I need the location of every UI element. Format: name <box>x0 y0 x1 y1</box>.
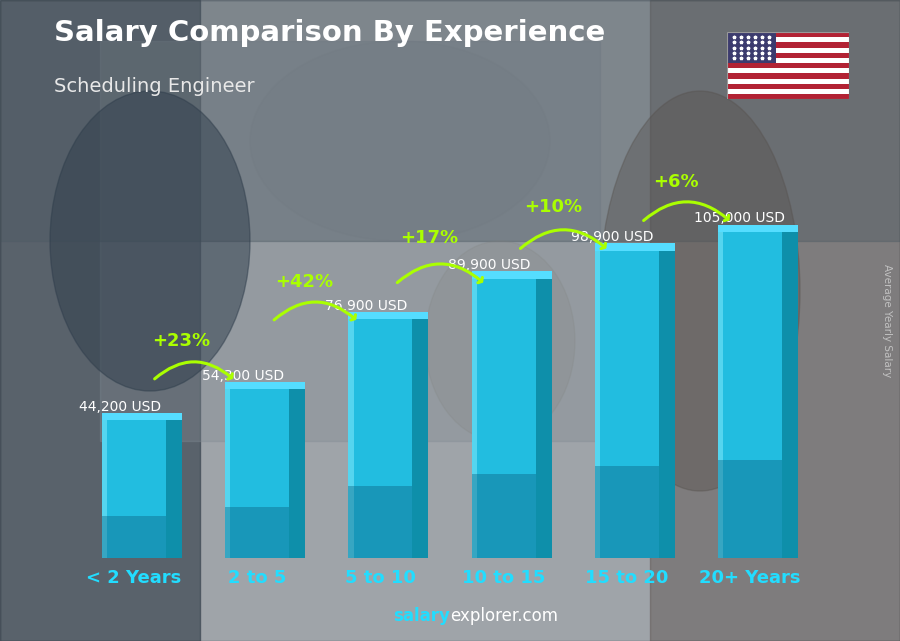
Bar <box>727 42 849 47</box>
Bar <box>0 0 200 641</box>
Bar <box>727 63 849 69</box>
Bar <box>348 312 428 319</box>
Text: Average Yearly Salary: Average Yearly Salary <box>881 264 892 377</box>
Bar <box>348 319 354 558</box>
Bar <box>536 279 552 558</box>
Text: 76,900 USD: 76,900 USD <box>325 299 408 313</box>
Text: +23%: +23% <box>152 331 210 349</box>
Text: +10%: +10% <box>524 198 582 216</box>
Bar <box>225 382 305 389</box>
Text: +6%: +6% <box>653 173 698 191</box>
Bar <box>100 41 600 441</box>
Text: 44,200 USD: 44,200 USD <box>78 400 161 414</box>
Bar <box>727 58 849 63</box>
Bar <box>727 84 849 89</box>
Bar <box>0 0 900 241</box>
Bar <box>472 474 536 558</box>
Bar <box>225 389 230 558</box>
Text: Scheduling Engineer: Scheduling Engineer <box>54 77 255 96</box>
Bar <box>718 224 798 231</box>
Text: +42%: +42% <box>275 272 333 290</box>
Bar <box>102 420 166 558</box>
Bar <box>727 69 849 74</box>
Text: 98,900 USD: 98,900 USD <box>572 230 653 244</box>
Ellipse shape <box>425 241 575 441</box>
Bar <box>102 420 107 558</box>
Bar <box>595 251 600 558</box>
Bar <box>595 244 675 251</box>
Bar <box>472 279 477 558</box>
Bar <box>102 517 166 558</box>
Text: 54,300 USD: 54,300 USD <box>202 369 284 383</box>
Bar <box>595 465 659 558</box>
Bar <box>659 251 675 558</box>
Bar <box>166 420 182 558</box>
Bar <box>727 94 849 99</box>
Bar <box>718 231 723 558</box>
Bar <box>225 507 289 558</box>
Bar <box>727 32 849 37</box>
Bar <box>650 0 900 641</box>
Bar <box>727 32 776 63</box>
Ellipse shape <box>50 91 250 391</box>
Bar <box>727 79 849 84</box>
Bar <box>412 319 428 558</box>
Bar <box>595 251 659 558</box>
Bar <box>472 279 536 558</box>
Bar <box>727 53 849 58</box>
Text: +17%: +17% <box>400 229 459 247</box>
Text: 89,900 USD: 89,900 USD <box>448 258 531 272</box>
Bar <box>718 460 782 558</box>
Bar <box>289 389 305 558</box>
Bar <box>225 389 289 558</box>
Bar <box>727 74 849 79</box>
Ellipse shape <box>250 41 550 241</box>
Ellipse shape <box>600 91 800 491</box>
Bar <box>727 47 849 53</box>
Text: explorer.com: explorer.com <box>450 607 558 625</box>
Bar <box>727 37 849 42</box>
Bar <box>102 413 182 420</box>
Text: salary: salary <box>393 607 450 625</box>
Bar <box>348 486 412 558</box>
Bar <box>718 231 782 558</box>
Bar <box>472 271 552 279</box>
Text: Salary Comparison By Experience: Salary Comparison By Experience <box>54 19 605 47</box>
Bar <box>727 89 849 94</box>
Bar <box>348 319 412 558</box>
Text: 105,000 USD: 105,000 USD <box>695 212 786 226</box>
Bar <box>782 231 798 558</box>
